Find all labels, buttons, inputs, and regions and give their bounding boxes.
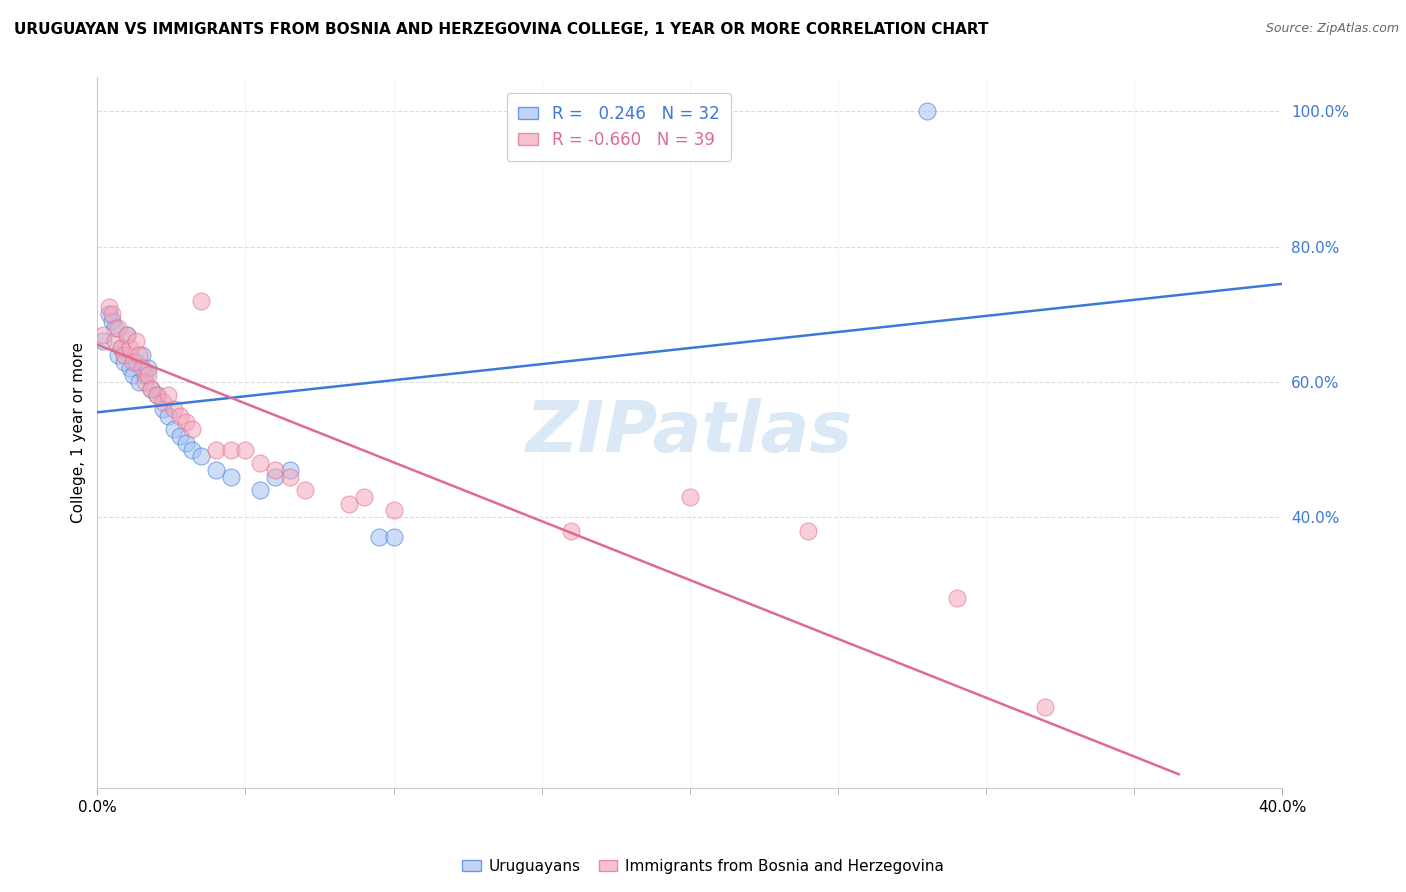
Point [125,334,148,349]
Point [169,409,191,423]
Point [337,497,360,511]
Point [122,368,145,383]
Point [134,375,156,389]
Point [157,409,180,423]
Point [131,361,153,376]
Point [152,401,174,416]
Point [145,388,167,402]
Legend: R =   0.246   N = 32, R = -0.660   N = 39: R = 0.246 N = 32, R = -0.660 N = 39 [506,93,731,161]
Point [101,314,124,328]
Point [152,395,174,409]
Point [264,469,287,483]
Point [181,442,204,457]
Legend: Uruguayans, Immigrants from Bosnia and Herzegovina: Uruguayans, Immigrants from Bosnia and H… [457,853,949,880]
Point [112,354,135,368]
Point [122,354,145,368]
Point [945,591,967,606]
Point [136,368,159,383]
Point [249,456,271,470]
Text: URUGUAYAN VS IMMIGRANTS FROM BOSNIA AND HERZEGOVINA COLLEGE, 1 YEAR OR MORE CORR: URUGUAYAN VS IMMIGRANTS FROM BOSNIA AND … [14,22,988,37]
Point [104,334,127,349]
Point [219,469,242,483]
Point [125,354,148,368]
Point [145,388,167,402]
Point [98,307,121,321]
Text: Source: ZipAtlas.com: Source: ZipAtlas.com [1265,22,1399,36]
Point [353,490,375,504]
Text: ZIPatlas: ZIPatlas [526,398,853,467]
Point [367,531,389,545]
Point [118,361,141,376]
Point [560,524,582,538]
Point [219,442,242,457]
Point [131,348,153,362]
Point [174,435,197,450]
Point [382,503,405,517]
Point [118,341,141,355]
Point [169,429,191,443]
Point [136,361,159,376]
Point [205,463,228,477]
Point [115,327,138,342]
Point [278,463,301,477]
Point [181,422,204,436]
Point [235,442,257,457]
Point [107,320,129,334]
Point [190,293,212,308]
Point [163,401,186,416]
Point [110,341,132,355]
Point [679,490,702,504]
Point [91,327,114,342]
Point [110,341,132,355]
Point [174,416,197,430]
Point [1035,699,1057,714]
Point [249,483,271,497]
Point [112,348,135,362]
Point [205,442,228,457]
Point [101,307,124,321]
Point [139,382,162,396]
Point [915,104,938,119]
Point [134,368,156,383]
Point [294,483,316,497]
Point [190,450,212,464]
Point [115,327,138,342]
Point [128,348,150,362]
Point [91,334,114,349]
Point [278,469,301,483]
Point [139,382,162,396]
Point [163,422,186,436]
Y-axis label: College, 1 year or more: College, 1 year or more [72,343,86,523]
Point [797,524,820,538]
Point [128,375,150,389]
Point [157,388,180,402]
Point [107,348,129,362]
Point [104,320,127,334]
Point [382,531,405,545]
Point [264,463,287,477]
Point [98,301,121,315]
